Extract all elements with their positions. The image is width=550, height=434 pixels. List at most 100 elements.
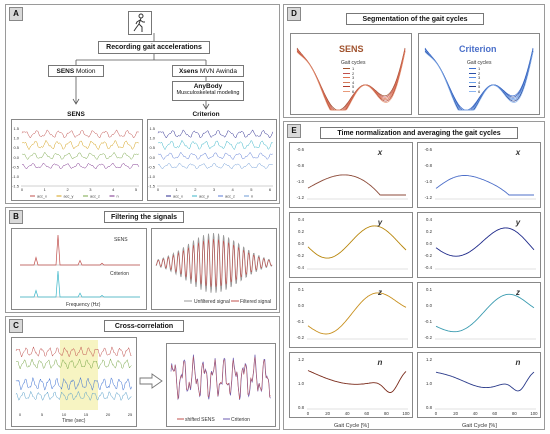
e-curve-x <box>435 175 534 196</box>
anybody-box: AnyBody Musculoskeletal modeling <box>172 81 244 101</box>
crit-legend-label: acc_x <box>173 195 183 199</box>
e-xtick: 40 <box>473 411 478 416</box>
panel-a-tag: A <box>9 7 23 21</box>
xcorr-xtick: 15 <box>84 412 89 417</box>
xcorr-xtick: 0 <box>19 412 22 417</box>
spec-legend-criterion: Criterion <box>110 271 129 277</box>
seg-sens-legend-item: 1 <box>343 66 354 72</box>
panel-b-tag: B <box>9 210 23 224</box>
e-ytick: 0.8 <box>426 405 433 410</box>
anybody-title: AnyBody <box>193 83 223 90</box>
e-ytick: -1.0 <box>425 179 433 184</box>
xcorr-xtick: 25 <box>128 412 133 417</box>
legend-criterion-c: Criterion <box>231 417 250 423</box>
seg-crit-legend-label: 2 <box>478 70 481 76</box>
e-curve-z <box>435 293 535 333</box>
criterion-acc-svg: 1.5 1.0 0.5 0.0 -0.5 -1.0 -1.50 1 2 3 4 5 6 acc_x acc_… <box>148 126 274 199</box>
seg-sens-legend-swatch <box>343 68 350 70</box>
sens-ytick: -1.0 <box>12 174 20 179</box>
normalization-title: Time normalization and averaging the gai… <box>320 127 518 139</box>
panel-c: C Cross-correlation 0 5 10 15 20 25 Time (sec… <box>5 316 280 430</box>
shifted-plot: shifted SENS Criterion <box>166 343 276 427</box>
panel-b: B Filtering the signals SENS Criterion F… <box>5 207 280 313</box>
e-xtick: 20 <box>453 411 458 416</box>
xsens-rest: MVN Awinda <box>198 68 238 75</box>
panel-c-tag: C <box>9 319 23 333</box>
e-ytick: -0.2 <box>297 335 305 340</box>
crit-series-0 <box>157 129 274 139</box>
e-xtick: 80 <box>384 411 389 416</box>
e-axis-label: n <box>378 358 383 367</box>
e-xlabel: Gait Cycle [%] <box>462 423 497 429</box>
e-plot-z-sens: 0.1 0.0 -0.1 -0.2 z <box>289 282 413 348</box>
crit-legend-label: acc_y <box>199 195 209 199</box>
sens-xtick: 0 <box>21 187 24 192</box>
arrow-right-icon <box>139 373 163 389</box>
e-ytick: 0.4 <box>298 217 305 222</box>
crit-ytick: -0.5 <box>148 164 156 169</box>
e-plot-y-criterion: 0.4 0.2 0.0 -0.2 -0.4 y <box>417 212 541 278</box>
e-svg: 0.4 0.2 0.0 -0.2 -0.4 y <box>425 217 536 270</box>
xcorr-plot: 0 5 10 15 20 25 Time (sec) <box>11 337 137 427</box>
crit-xtick: 2 <box>194 187 197 192</box>
e-plot-x-criterion: -0.6 -0.8 -1.0 -1.2 x <box>417 142 541 208</box>
seg-sens-legend-label: 2 <box>352 70 355 76</box>
sens-ytick: -1.5 <box>12 184 20 189</box>
e-ytick: 1.0 <box>298 381 305 386</box>
xcorr-svg: 0 5 10 15 20 25 <box>15 340 133 417</box>
e-ytick: 0.0 <box>426 241 433 246</box>
e-curve-y <box>435 227 535 257</box>
crit-ytick: 1.0 <box>149 136 155 141</box>
e-axis-label: z <box>377 288 382 297</box>
panel-a: A Recording gait accelerations SENS Moti… <box>5 4 280 204</box>
seg-sens-legend-item: 2 <box>343 70 355 77</box>
seg-sens-label: SENS <box>339 44 364 54</box>
xsens-box: Xsens MVN Awinda <box>172 65 244 77</box>
segmentation-title: Segmentation of the gait cycles <box>346 13 484 25</box>
e-ytick: -0.4 <box>297 265 305 270</box>
seg-sens-legend-item: 4 <box>343 79 355 86</box>
panel-d: D Segmentation of the gait cycles SENS G… <box>283 4 545 118</box>
seg-sens-legend-label: 5 <box>352 84 355 89</box>
seg-crit-legend-item: 2 <box>469 70 481 77</box>
seg-sens-legend-label: 4 <box>352 79 355 85</box>
e-xtick: 80 <box>512 411 517 416</box>
seg-crit-legend-item: 1 <box>469 66 481 72</box>
crit-xtick: 1 <box>176 187 179 192</box>
e-svg: 0.4 0.2 0.0 -0.2 -0.4 y <box>297 217 408 270</box>
sens-xtick: 4 <box>112 187 115 192</box>
crit-ytick: 0.0 <box>149 155 155 160</box>
e-xtick: 40 <box>345 411 350 416</box>
spectrum-sens <box>20 234 140 266</box>
e-curve-z <box>307 292 407 335</box>
panel-e-tag: E <box>287 124 301 138</box>
seg-crit-legend-label: 1 <box>478 66 481 71</box>
filtering-title: Filtering the signals <box>104 211 184 223</box>
e-plot-n-sens: 1.2 1.0 0.8 n 0 20 40 60 80 100 <box>289 352 413 418</box>
e-xtick: 0 <box>307 411 310 416</box>
sens-series-3 <box>21 162 140 170</box>
sens-xtick: 5 <box>135 187 138 192</box>
e-svg: 1.2 1.0 0.8 n 0 20 40 60 80 100 <box>298 357 410 416</box>
e-ytick: 0.2 <box>298 229 305 234</box>
crit-xtick: 0 <box>157 187 160 192</box>
crit-legend-label: acc_z <box>225 195 235 199</box>
e-curve-y <box>307 225 407 259</box>
e-axis-label: y <box>515 218 521 227</box>
e-axis-label: y <box>377 218 383 227</box>
e-ytick: -0.2 <box>425 253 433 258</box>
sens-xtick: 1 <box>44 187 47 192</box>
seg-crit-legend-swatch <box>469 90 476 92</box>
crit-ytick: -1.5 <box>148 184 156 189</box>
e-axis-label: z <box>515 288 520 297</box>
e-ytick: -1.2 <box>297 195 305 200</box>
crit-ytick: 1.5 <box>149 126 155 131</box>
e-curve-n <box>307 370 407 393</box>
sens-acc-svg: 1.5 1.0 0.5 0.0 -0.5 -1.0 -1.50 1 2 3 4 5 acc_x acc_y… <box>12 126 140 199</box>
seg-crit-legend-item: 6 <box>469 89 480 95</box>
crit-xtick: 6 <box>269 187 272 192</box>
e-plot-y-sens: 0.4 0.2 0.0 -0.2 -0.4 y <box>289 212 413 278</box>
e-ytick: -0.4 <box>425 265 433 270</box>
